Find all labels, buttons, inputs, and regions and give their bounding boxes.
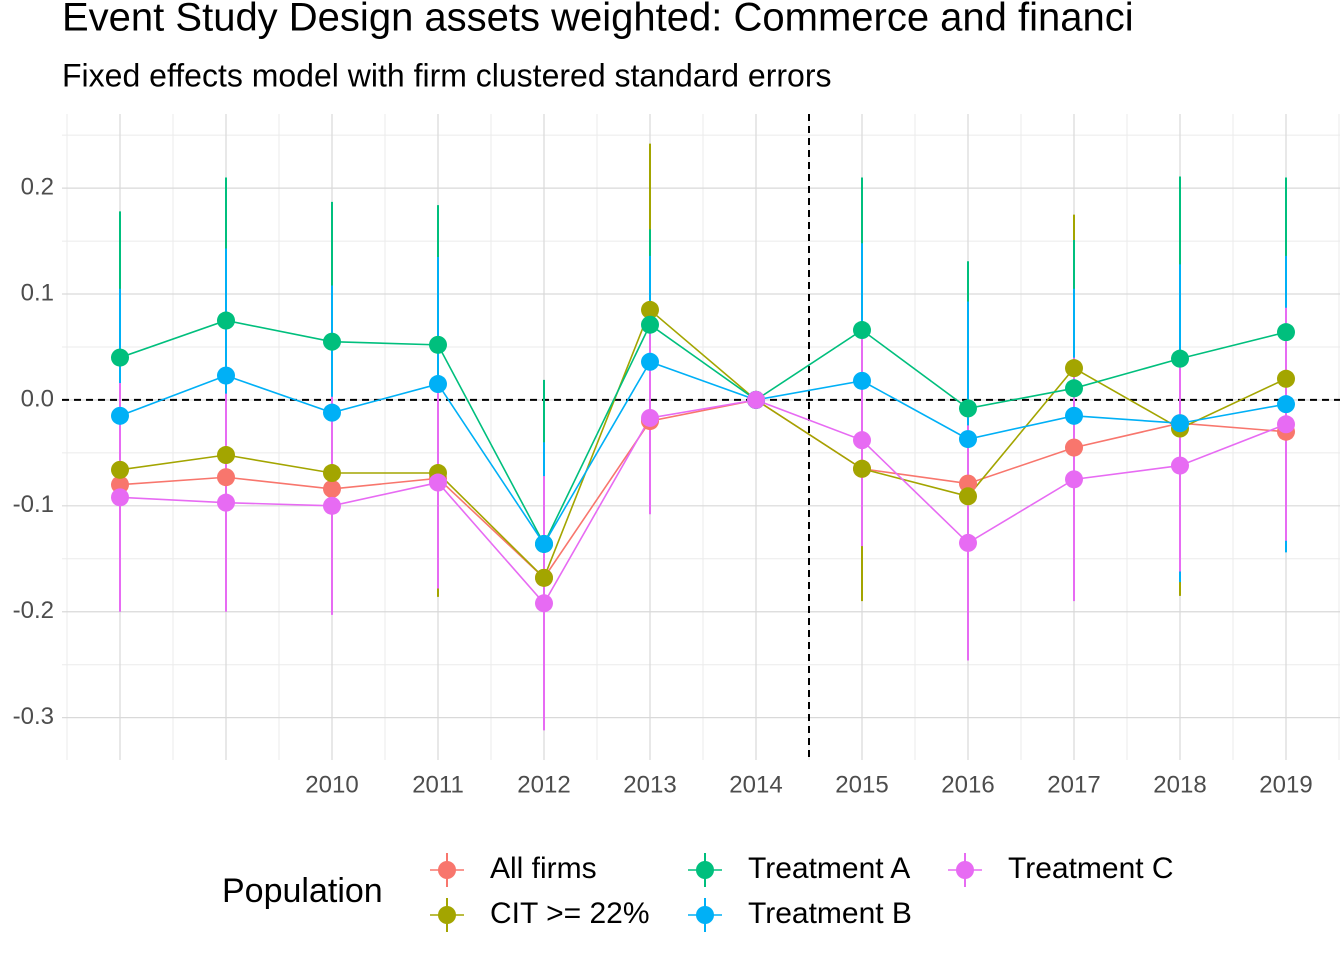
y-tick-label: 0.0: [21, 385, 54, 412]
data-point: [429, 473, 447, 492]
series-line: [119, 399, 1287, 580]
data-point: [323, 332, 341, 351]
legend-label: Treatment C: [1008, 852, 1174, 885]
data-point: [1171, 349, 1189, 368]
legend-item: Treatment B: [688, 897, 912, 932]
data-point: [1277, 323, 1295, 342]
data-point: [323, 403, 341, 422]
legend-item: Treatment A: [688, 852, 910, 887]
data-point: [641, 408, 659, 427]
data-point: [217, 366, 235, 385]
data-point: [323, 479, 341, 498]
legend-label: All firms: [490, 852, 597, 885]
legend-label: Treatment B: [748, 897, 912, 930]
data-point: [217, 311, 235, 330]
data-point: [959, 399, 977, 418]
data-point: [535, 534, 553, 553]
legend-label: Treatment A: [748, 852, 910, 885]
x-tick-label: 2016: [941, 771, 994, 798]
data-point: [429, 375, 447, 394]
legend-marker: [696, 861, 714, 879]
data-point: [1065, 438, 1083, 457]
x-tick-label: 2017: [1047, 771, 1100, 798]
data-point: [959, 430, 977, 449]
data-point: [1065, 406, 1083, 425]
y-tick-label: -0.2: [13, 597, 54, 624]
legend-label: CIT >= 22%: [490, 897, 650, 930]
data-point: [111, 348, 129, 367]
data-point: [959, 487, 977, 506]
legend-marker: [438, 906, 456, 924]
data-point: [1277, 395, 1295, 414]
data-point: [111, 460, 129, 479]
data-point: [641, 315, 659, 334]
y-tick-label: -0.3: [13, 703, 54, 730]
legend-item: CIT >= 22%: [430, 897, 650, 932]
series-line: [119, 360, 1287, 546]
data-point: [853, 459, 871, 478]
x-tick-label: 2010: [305, 771, 358, 798]
data-point: [1171, 456, 1189, 475]
legend-marker: [438, 861, 456, 879]
plot-area: [62, 114, 1340, 760]
chart-title: Event Study Design assets weighted: Comm…: [62, 0, 1134, 40]
data-point: [853, 321, 871, 340]
data-point: [853, 371, 871, 390]
x-tick-label: 2019: [1259, 771, 1312, 798]
legend-title: Population: [222, 872, 383, 910]
data-point: [747, 390, 765, 409]
data-point: [323, 464, 341, 483]
data-point: [323, 496, 341, 515]
data-point: [111, 406, 129, 425]
data-point: [1065, 470, 1083, 489]
data-point: [641, 352, 659, 371]
x-tick-label: 2013: [623, 771, 676, 798]
x-tick-label: 2012: [517, 771, 570, 798]
data-point: [1171, 414, 1189, 433]
legend-marker: [696, 906, 714, 924]
series-line: [119, 399, 1287, 605]
data-point: [959, 474, 977, 493]
y-tick-label: 0.1: [21, 279, 54, 306]
data-point: [217, 468, 235, 487]
x-tick-label: 2011: [412, 771, 464, 798]
legend-marker: [956, 861, 974, 879]
data-point: [535, 594, 553, 613]
chart-subtitle: Fixed effects model with firm clustered …: [62, 57, 831, 93]
data-point: [535, 568, 553, 587]
data-point: [959, 533, 977, 552]
series-line: [119, 308, 1287, 580]
legend-item: Treatment C: [948, 852, 1174, 887]
data-point: [1065, 359, 1083, 378]
data-point: [641, 300, 659, 319]
data-point: [111, 475, 129, 494]
data-point: [1277, 415, 1295, 434]
data-point: [853, 431, 871, 450]
data-point: [429, 335, 447, 354]
series-line: [119, 319, 1287, 546]
y-tick-label: -0.1: [13, 491, 54, 518]
legend-item: All firms: [430, 852, 597, 887]
x-tick-label: 2014: [729, 771, 782, 798]
data-point: [1065, 379, 1083, 398]
data-point: [111, 488, 129, 507]
data-point: [217, 493, 235, 512]
data-point: [1277, 369, 1295, 388]
x-tick-label: 2015: [835, 771, 888, 798]
data-point: [217, 446, 235, 465]
x-tick-label: 2018: [1153, 771, 1206, 798]
y-tick-label: 0.2: [21, 173, 54, 200]
